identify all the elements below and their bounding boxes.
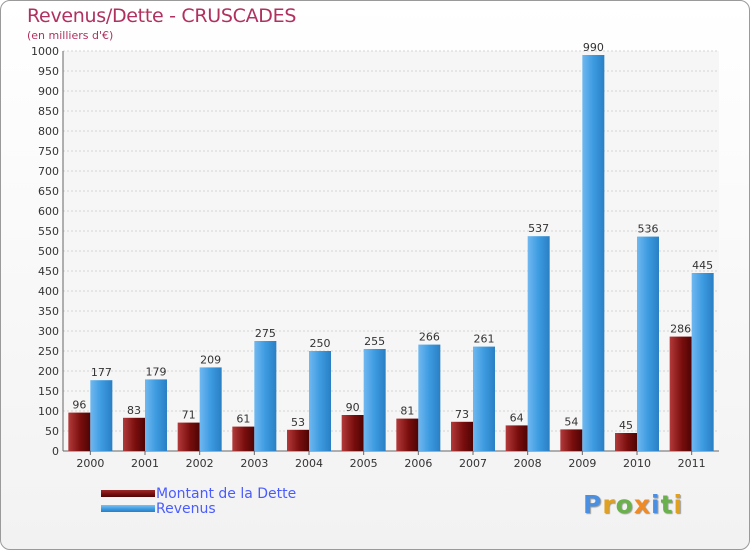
data-label-debt: 96: [72, 399, 86, 412]
y-tick-label: 150: [38, 385, 59, 398]
data-label-revenue: 990: [583, 41, 604, 54]
y-tick-label: 750: [38, 145, 59, 158]
data-label-revenue: 177: [91, 366, 112, 379]
bar-debt: [123, 417, 145, 451]
data-label-revenue: 275: [255, 327, 276, 340]
logo-letter: r: [602, 490, 616, 519]
logo-letter: x: [633, 490, 651, 519]
data-label-revenue: 209: [200, 353, 221, 366]
bar-revenue: [363, 349, 386, 451]
x-tick-label: 2008: [514, 457, 542, 470]
data-label-revenue: 179: [146, 365, 167, 378]
bar-debt: [451, 421, 473, 451]
bar-revenue: [145, 379, 167, 451]
y-tick-label: 300: [38, 325, 59, 338]
data-label-debt: 64: [510, 411, 524, 424]
data-label-debt: 81: [400, 405, 414, 418]
bar-debt: [341, 415, 364, 451]
logo-letter: t: [660, 490, 674, 519]
bar-debt: [68, 412, 91, 451]
data-label-revenue: 255: [364, 335, 385, 348]
x-tick-label: 2000: [76, 457, 104, 470]
data-label-debt: 45: [619, 419, 633, 432]
bar-debt: [396, 418, 419, 451]
chart-title: Revenus/Dette - CRUSCADES: [27, 5, 297, 27]
x-tick-label: 2003: [240, 457, 268, 470]
y-tick-label: 400: [38, 285, 59, 298]
data-label-revenue: 266: [419, 331, 440, 344]
bar-debt: [615, 433, 637, 451]
data-label-debt: 61: [236, 413, 250, 426]
y-tick-label: 100: [38, 405, 59, 418]
data-label-debt: 71: [182, 409, 196, 422]
data-label-revenue: 445: [692, 259, 713, 272]
bar-revenue: [691, 273, 714, 451]
y-tick-label: 600: [38, 205, 59, 218]
x-tick-label: 2007: [459, 457, 487, 470]
data-label-revenue: 537: [528, 222, 549, 235]
data-label-debt: 54: [564, 415, 578, 428]
bar-revenue: [582, 55, 605, 451]
bar-debt: [505, 425, 528, 451]
y-tick-label: 200: [38, 365, 59, 378]
x-tick-label: 2004: [295, 457, 323, 470]
bar-revenue: [309, 351, 331, 451]
y-tick-label: 950: [38, 65, 59, 78]
bar-revenue: [199, 367, 222, 451]
y-tick-label: 50: [45, 425, 59, 438]
x-tick-label: 2006: [404, 457, 432, 470]
legend-label-debt: Montant de la Dette: [156, 486, 297, 502]
bar-revenue: [637, 236, 659, 451]
logo-letter: i: [651, 490, 661, 519]
y-tick-label: 800: [38, 125, 59, 138]
x-tick-label: 2002: [186, 457, 214, 470]
bar-revenue: [527, 236, 550, 451]
bar-revenue: [473, 346, 495, 451]
y-tick-label: 850: [38, 105, 59, 118]
y-tick-label: 700: [38, 165, 59, 178]
y-tick-label: 250: [38, 345, 59, 358]
data-label-debt: 73: [455, 408, 469, 421]
data-label-debt: 83: [127, 404, 141, 417]
bar-revenue: [418, 344, 441, 451]
x-tick-label: 2009: [568, 457, 596, 470]
y-tick-label: 450: [38, 265, 59, 278]
logo-letter: o: [615, 490, 634, 519]
y-tick-label: 1000: [31, 45, 59, 58]
data-label-revenue: 536: [638, 223, 659, 236]
bar-debt: [560, 429, 583, 451]
bar-revenue: [90, 380, 113, 451]
logo-letter: P: [583, 490, 603, 519]
y-tick-label: 650: [38, 185, 59, 198]
x-tick-label: 2010: [623, 457, 651, 470]
bar-debt: [177, 422, 200, 451]
logo-letter: i: [673, 490, 684, 519]
legend-label-revenue: Revenus: [156, 501, 216, 517]
data-label-revenue: 250: [310, 337, 331, 350]
data-label-revenue: 261: [474, 333, 495, 346]
proxiti-logo: Proxiti: [583, 490, 683, 519]
x-tick-label: 2001: [131, 457, 159, 470]
data-label-debt: 53: [291, 416, 305, 429]
y-tick-label: 500: [38, 245, 59, 258]
y-tick-label: 350: [38, 305, 59, 318]
x-tick-label: 2005: [350, 457, 378, 470]
bar-debt: [232, 426, 255, 451]
legend-swatch-revenue: [101, 505, 155, 512]
y-tick-label: 0: [52, 445, 59, 458]
x-tick-label: 2011: [678, 457, 706, 470]
legend-swatch-debt: [101, 490, 155, 497]
bar-debt: [287, 429, 309, 451]
y-tick-label: 550: [38, 225, 59, 238]
bar-revenue: [254, 341, 277, 451]
y-tick-label: 900: [38, 85, 59, 98]
bar-debt: [669, 336, 692, 451]
chart-subtitle: (en milliers d'€): [27, 29, 114, 42]
data-label-debt: 90: [346, 401, 360, 414]
data-label-debt: 286: [670, 323, 691, 336]
